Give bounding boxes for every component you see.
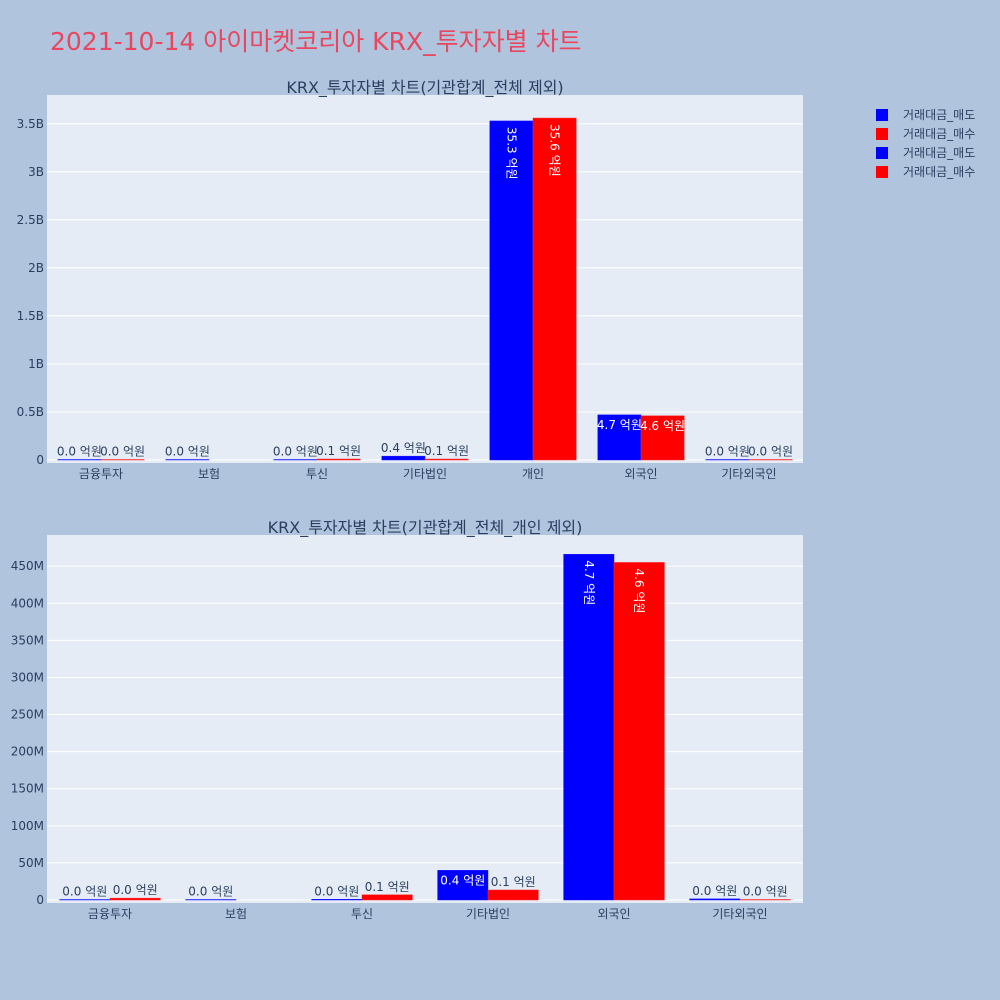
plot-area-1 [47, 95, 803, 463]
y-tick-label: 50M [18, 856, 44, 870]
x-tick-label: 금융투자 [79, 467, 123, 481]
bar-buy [109, 897, 161, 901]
x-tick-label: 기타법인 [466, 907, 510, 921]
bar-buy [532, 117, 577, 461]
x-tick-label: 투신 [351, 907, 373, 921]
y-tick-label: 2B [28, 261, 44, 275]
data-label: 0.0 억원 [100, 445, 145, 459]
y-tick-label: 0.5B [17, 405, 44, 419]
data-label: 0.4 억원 [381, 441, 426, 455]
x-tick-label: 보험 [198, 467, 220, 481]
data-label: 0.0 억원 [743, 885, 788, 899]
bar-buy [487, 889, 539, 901]
data-label: 4.6 억원 [632, 568, 646, 613]
legend-label: 거래대금_매도 [903, 108, 975, 122]
x-tick-label: 보험 [225, 907, 247, 921]
legend-label: 거래대금_매수 [903, 165, 975, 179]
y-tick-label: 1.5B [17, 309, 44, 323]
y-tick-label: 2.5B [17, 213, 44, 227]
chart-title-2: KRX_투자자별 차트(기관합계_전체_개인 제외) [268, 518, 583, 538]
legend-swatch [876, 166, 888, 178]
page-title: 2021-10-14 아이마켓코리아 KRX_투자자별 차트 [50, 27, 582, 56]
data-label: 0.1 억원 [365, 880, 410, 894]
bar-sell [311, 899, 363, 901]
y-tick-label: 3.5B [17, 117, 44, 131]
bar-sell [437, 870, 489, 901]
data-label: 0.1 억원 [316, 444, 361, 458]
data-label: 0.1 억원 [424, 444, 469, 458]
bar-buy [748, 459, 793, 461]
y-tick-label: 250M [11, 708, 44, 722]
x-tick-label: 기타법인 [403, 467, 447, 481]
y-tick-label: 350M [11, 633, 44, 647]
y-tick-label: 0 [36, 893, 44, 907]
y-tick-label: 150M [11, 782, 44, 796]
bar-sell [381, 455, 426, 461]
legend-swatch [876, 147, 888, 159]
x-tick-label: 기타외국인 [721, 467, 776, 481]
data-label: 4.7 억원 [597, 418, 642, 432]
bar-buy [100, 459, 145, 461]
bar-buy [739, 899, 791, 901]
bar-sell [597, 414, 642, 461]
data-label: 0.0 억원 [273, 445, 318, 459]
data-label: 0.0 억원 [188, 885, 233, 899]
legend-swatch [876, 128, 888, 140]
y-tick-label: 450M [11, 559, 44, 573]
x-tick-label: 외국인 [624, 467, 657, 481]
legend-label: 거래대금_매수 [903, 127, 975, 141]
plot-area-2 [47, 535, 803, 903]
data-label: 0.0 억원 [165, 445, 210, 459]
data-label: 4.6 억원 [640, 419, 685, 433]
data-label: 4.7 억원 [582, 560, 596, 605]
data-label: 0.1 억원 [491, 875, 536, 889]
x-tick-label: 개인 [522, 467, 544, 481]
data-label: 0.0 억원 [113, 883, 158, 897]
bar-sell [59, 899, 111, 901]
y-tick-label: 100M [11, 819, 44, 833]
chart-title-1: KRX_투자자별 차트(기관합계_전체 제외) [286, 78, 563, 98]
data-label: 0.0 억원 [692, 884, 737, 898]
bar-buy [424, 458, 469, 461]
y-tick-label: 3B [28, 165, 44, 179]
bar-sell [57, 459, 102, 461]
bar-sell [185, 899, 237, 901]
data-label: 35.3 억원 [504, 127, 518, 180]
data-label: 0.4 억원 [440, 873, 485, 887]
x-tick-label: 외국인 [597, 907, 630, 921]
data-label: 0.0 억원 [57, 445, 102, 459]
x-tick-label: 금융투자 [88, 907, 132, 921]
bar-sell [165, 459, 210, 461]
bar-sell [563, 554, 615, 901]
bar-sell [689, 898, 741, 901]
y-tick-label: 400M [11, 596, 44, 610]
bar-buy [361, 894, 413, 901]
y-tick-label: 300M [11, 670, 44, 684]
legend-label: 거래대금_매도 [903, 146, 975, 160]
x-tick-label: 투신 [306, 467, 328, 481]
bar-sell [273, 459, 318, 461]
data-label: 0.0 억원 [705, 445, 750, 459]
bar-buy [613, 562, 665, 901]
data-label: 0.0 억원 [62, 885, 107, 899]
bar-buy [640, 415, 685, 461]
y-tick-label: 200M [11, 745, 44, 759]
y-tick-label: 1B [28, 357, 44, 371]
data-label: 0.0 억원 [314, 884, 359, 898]
bar-buy [316, 458, 361, 461]
legend-swatch [876, 109, 888, 121]
data-label: 0.0 억원 [748, 445, 793, 459]
bar-sell [705, 459, 750, 461]
y-tick-label: 0 [36, 453, 44, 467]
x-tick-label: 기타외국인 [712, 907, 767, 921]
bar-sell [489, 120, 534, 461]
data-label: 35.6 억원 [548, 124, 562, 177]
